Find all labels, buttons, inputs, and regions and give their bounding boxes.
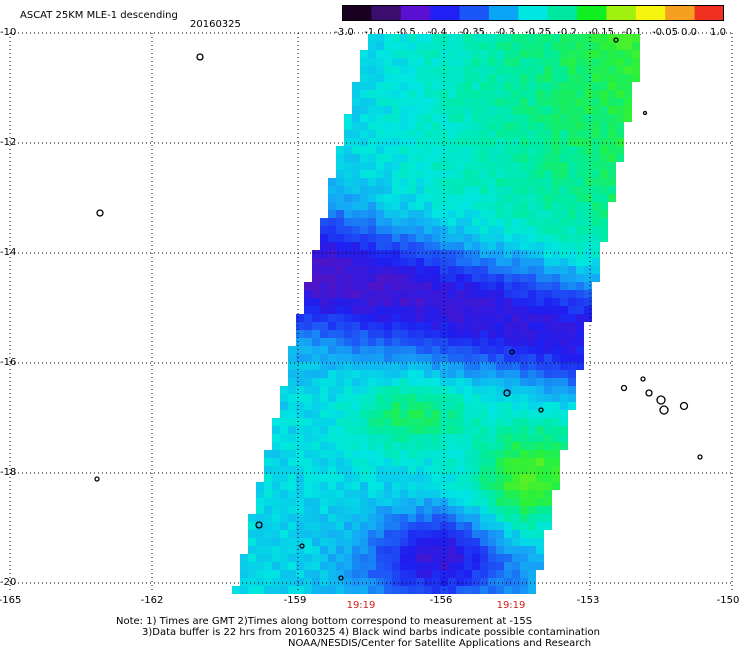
colorbar-label: -0.15 (588, 27, 614, 38)
colorbar-label: -0.35 (459, 27, 485, 38)
colorbar-segment (606, 5, 637, 21)
colorbar-segment (488, 5, 519, 21)
island-outline (659, 405, 669, 415)
map-date: 20160325 (190, 19, 241, 30)
island-outline (196, 53, 204, 61)
island-outline (299, 543, 305, 549)
island-outline (509, 349, 515, 355)
island-outline (538, 407, 544, 413)
map-title: ASCAT 25KM MLE-1 descending (20, 10, 178, 21)
island-outline (255, 521, 263, 529)
lon-label: -159 (283, 595, 307, 606)
island-outline (640, 376, 646, 382)
colorbar-segment (342, 5, 372, 21)
time-label: 19:19 (496, 600, 526, 611)
island-outline (503, 389, 511, 397)
colorbar-segment (635, 5, 666, 21)
colorbar-label: -0.4 (427, 27, 447, 38)
colorbar-label: -0.1 (622, 27, 642, 38)
note-line-2: 3)Data buffer is 22 hrs from 20160325 4)… (142, 627, 600, 638)
colorbar (342, 5, 724, 21)
lat-label: -14 (0, 247, 17, 258)
colorbar-segment (430, 5, 461, 21)
colorbar-label: -0.05 (652, 27, 678, 38)
note-line-1: Note: 1) Times are GMT 2)Times along bot… (116, 616, 533, 627)
island-outline (642, 110, 648, 116)
colorbar-label: -0.3 (495, 27, 515, 38)
island-outline (645, 389, 653, 397)
island-outline (697, 454, 703, 460)
time-label: 19:19 (346, 600, 376, 611)
colorbar-segment (518, 5, 549, 21)
island-outline (613, 37, 619, 43)
colorbar-segment (577, 5, 608, 21)
note-line-3: NOAA/NESDIS/Center for Satellite Applica… (288, 638, 592, 649)
colorbar-segment (459, 5, 490, 21)
island-outline (94, 476, 100, 482)
colorbar-segment (400, 5, 431, 21)
colorbar-segment (665, 5, 696, 21)
lon-label: -153 (576, 595, 600, 606)
island-outline (620, 384, 628, 392)
lon-label: -162 (140, 595, 164, 606)
lon-label: -150 (716, 595, 740, 606)
island-outline (96, 209, 104, 217)
island-outline (656, 395, 666, 405)
colorbar-segment (694, 5, 724, 21)
lat-label: -12 (0, 137, 17, 148)
colorbar-segment (547, 5, 578, 21)
colorbar-label: -3.0 (334, 27, 354, 38)
lat-label: -18 (0, 467, 17, 478)
island-outline (338, 575, 344, 581)
lon-label: -156 (429, 595, 453, 606)
island-outline (679, 401, 689, 411)
colorbar-segment (371, 5, 402, 21)
lat-label: -20 (0, 577, 17, 588)
colorbar-label: 0.0 (681, 27, 697, 38)
lon-label: -165 (0, 595, 22, 606)
lat-label: -16 (0, 357, 17, 368)
lat-label: -10 (0, 27, 17, 38)
